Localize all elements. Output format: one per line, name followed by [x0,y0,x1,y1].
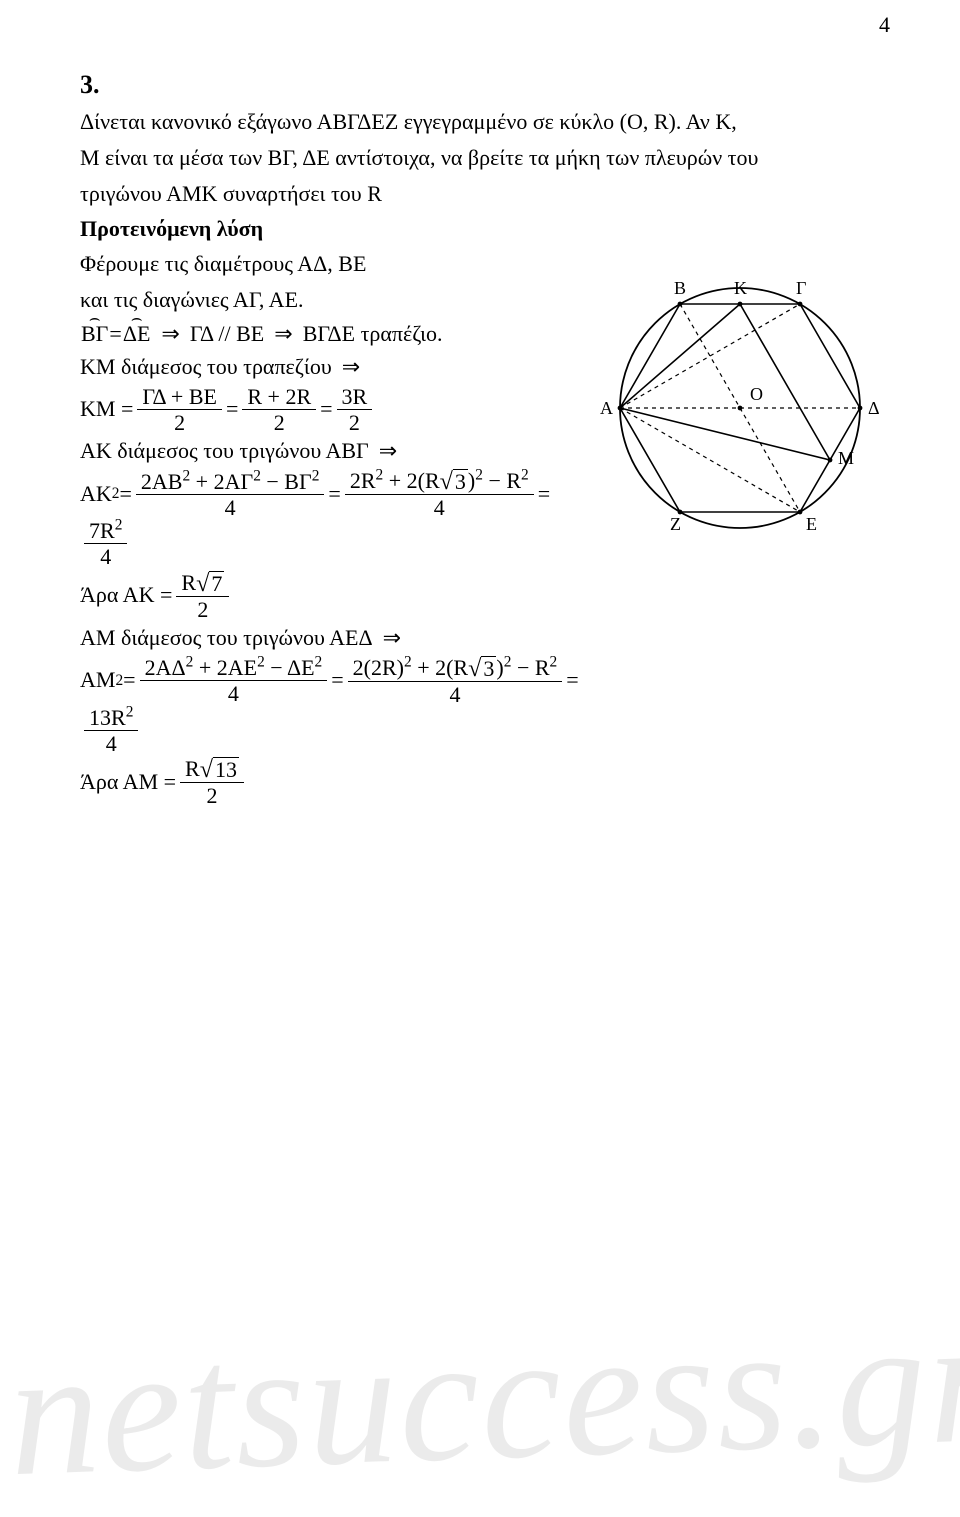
parallel: ΓΔ // ΒΕ [190,319,264,350]
numerator: 3R [337,385,373,410]
math-line: και τις διαγώνιες ΑΓ, ΑΕ. [80,284,590,316]
fraction: ΓΔ + ΒΕ 2 [137,385,222,434]
math-column: Φέρουμε τις διαμέτρους ΑΔ, ΒΕ και τις δι… [80,248,590,810]
prefix: Άρα ΑΜ = [80,767,176,798]
arc-equation: ΒΓ = ΔΕ ⇒ ΓΔ // ΒΕ ⇒ ΒΓΔΕ τραπέζιο. [80,319,590,350]
ak-equation: ΑΚ2 = 2ΑΒ2 + 2ΑΓ2 − ΒΓ2 4 = 2R2 + 2(R√3)… [80,469,590,568]
numerator: 2(2R)2 + 2(R√3)2 − R2 [348,656,563,682]
numerator: ΓΔ + ΒΕ [137,385,222,410]
equals: = [109,319,121,350]
diagram: Α Β Κ Γ Δ Ε Ζ Ο Μ [590,248,900,573]
numerator: R√13 [180,757,244,783]
equals: = [331,665,343,696]
statement-line: Δίνεται κανονικό εξάγωνο ΑΒΓΔΕΖ εγγεγραμ… [80,106,900,138]
trapezoid: ΒΓΔΕ τραπέζιο. [303,319,443,350]
fraction: 7R2 4 [84,519,127,568]
equals: = [566,665,578,696]
svg-text:Κ: Κ [734,278,747,298]
svg-text:Α: Α [600,398,613,418]
denominator: 2 [344,410,365,434]
math-line: ΚΜ διάμεσος του τραπεζίου ⇒ [80,352,590,383]
svg-text:Μ: Μ [838,448,854,468]
statement-line: τριγώνου ΑΜΚ συναρτήσει του R [80,178,900,210]
ak-median: ΑΚ διάμεσος του τριγώνου ΑΒΓ [80,436,369,467]
denominator: 2 [202,783,223,807]
denominator: 4 [444,682,465,706]
fraction: 3R 2 [337,385,373,434]
numerator: 2ΑΔ2 + 2ΑΕ2 − ΔΕ2 [140,656,328,681]
implies-icon: ⇒ [383,623,401,654]
svg-text:Β: Β [674,278,686,298]
math-line: ΑΚ διάμεσος του τριγώνου ΑΒΓ ⇒ [80,436,590,467]
fraction: R√7 2 [176,571,229,621]
implies-icon: ⇒ [379,436,397,467]
denominator: 4 [220,495,241,519]
denominator: 2 [169,410,190,434]
fraction: 2ΑΒ2 + 2ΑΓ2 − ΒΓ2 4 [136,470,325,519]
fraction: 2(2R)2 + 2(R√3)2 − R2 4 [348,656,563,706]
math-line: Φέρουμε τις διαμέτρους ΑΔ, ΒΕ [80,248,590,280]
implies-icon: ⇒ [342,352,360,383]
svg-text:Ζ: Ζ [670,514,681,534]
implies-icon: ⇒ [274,319,292,350]
fraction: 2R2 + 2(R√3)2 − R2 4 [345,469,534,519]
km-equation: ΚΜ = ΓΔ + ΒΕ 2 = R + 2R 2 = 3R 2 [80,385,590,434]
lhs: ΑΚ [80,479,112,510]
page-number: 4 [879,12,890,38]
equals: = [320,394,332,425]
arc-bg: ΒΓ [80,319,109,350]
numerator: 2ΑΒ2 + 2ΑΓ2 − ΒΓ2 [136,470,325,495]
ara-am: Άρα ΑΜ = R√13 2 [80,757,590,807]
equals: = [119,479,131,510]
equals: = [328,479,340,510]
numerator: 2R2 + 2(R√3)2 − R2 [345,469,534,495]
fraction: 13R2 4 [84,706,138,755]
equals: = [538,479,550,510]
svg-text:Ο: Ο [750,384,763,404]
svg-text:Γ: Γ [796,278,806,298]
km-median: ΚΜ διάμεσος του τραπεζίου [80,352,332,383]
numerator: R + 2R [242,385,316,410]
implies-icon: ⇒ [161,319,179,350]
statement-line: Μ είναι τα μέσα των ΒΓ, ΔΕ αντίστοιχα, ν… [80,142,900,174]
lhs: ΚΜ = [80,394,133,425]
svg-text:Ε: Ε [806,514,817,534]
numerator: R√7 [176,571,229,597]
math-line: ΑΜ διάμεσος του τριγώνου ΑΕΔ ⇒ [80,623,590,654]
equals: = [226,394,238,425]
denominator: 4 [101,731,122,755]
denominator: 4 [429,495,450,519]
ara-ak: Άρα ΑΚ = R√7 2 [80,571,590,621]
fraction: R + 2R 2 [242,385,316,434]
problem-number: 3. [80,70,900,100]
equals: = [123,665,135,696]
numerator: 7R2 [84,519,127,544]
denominator: 4 [95,544,116,568]
watermark: netsuccess.gr [6,1276,960,1517]
prefix: Άρα ΑΚ = [80,580,172,611]
arc-de: ΔΕ [122,319,152,350]
solution-heading: Προτεινόμενη λύση [80,216,900,242]
denominator: 2 [192,597,213,621]
fraction: R√13 2 [180,757,244,807]
numerator: 13R2 [84,706,138,731]
lhs: ΑΜ [80,665,115,696]
am-equation: ΑΜ2 = 2ΑΔ2 + 2ΑΕ2 − ΔΕ2 4 = 2(2R)2 + 2(R… [80,656,590,755]
fraction: 2ΑΔ2 + 2ΑΕ2 − ΔΕ2 4 [140,656,328,705]
denominator: 4 [223,681,244,705]
svg-text:Δ: Δ [868,398,880,418]
am-median: ΑΜ διάμεσος του τριγώνου ΑΕΔ [80,623,373,654]
denominator: 2 [269,410,290,434]
hexagon-diagram: Α Β Κ Γ Δ Ε Ζ Ο Μ [590,258,890,568]
